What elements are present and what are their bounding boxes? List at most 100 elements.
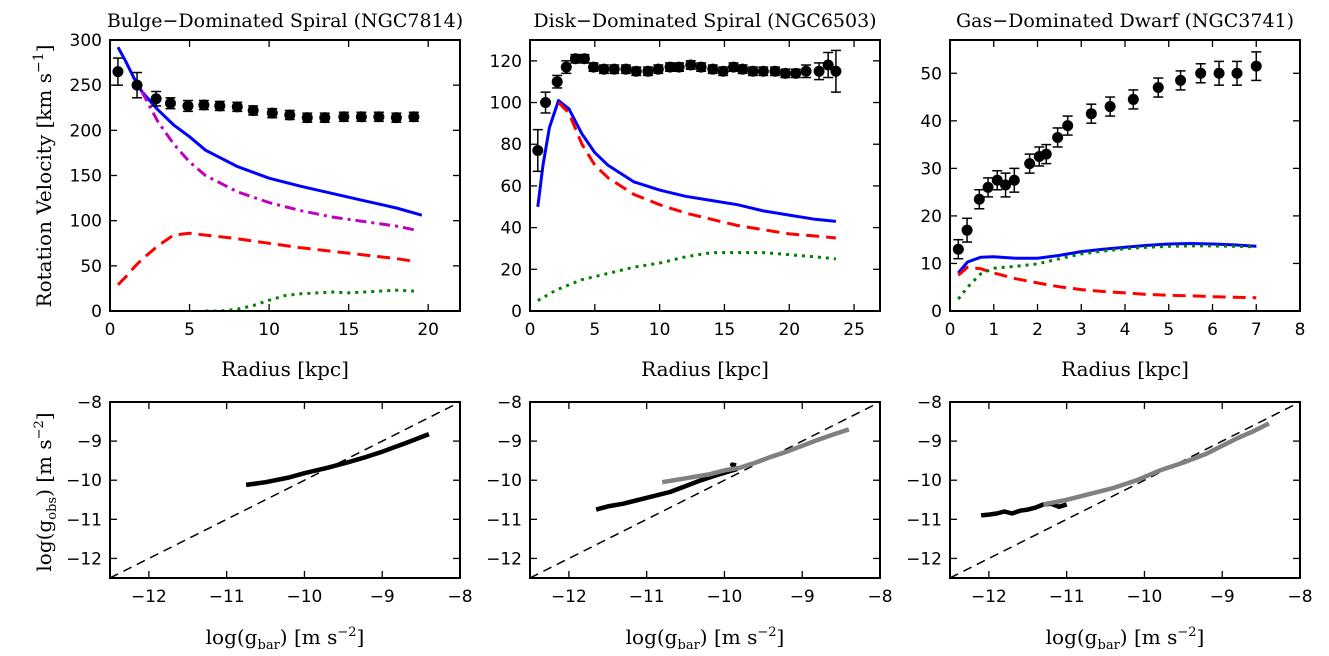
data-point xyxy=(182,99,194,113)
data-point xyxy=(1052,127,1064,148)
data-point xyxy=(373,111,385,123)
panel-6: −12 −11 −10 −9 −8 −12 −11 −10 −9 −8 log(gbar) [m s… xyxy=(906,393,1312,653)
y-tick-label: −10 xyxy=(486,471,522,491)
y-tick-label: −11 xyxy=(66,510,102,530)
data-point xyxy=(1024,153,1036,174)
y-tick-label: 50 xyxy=(920,64,942,84)
x-tick-label: −8 xyxy=(1287,587,1312,607)
y-label-top: Rotation Velocity [km s−1] xyxy=(31,45,56,308)
data-point xyxy=(598,63,610,75)
series-disk-line xyxy=(557,101,837,240)
x-tick-label: −9 xyxy=(790,587,815,607)
x-tick-label: 20 xyxy=(417,320,439,340)
x-tick-label: 0 xyxy=(945,320,956,340)
data-point xyxy=(578,53,590,65)
x-tick-label: −8 xyxy=(867,587,892,607)
data-point xyxy=(532,128,544,173)
data-point xyxy=(1008,167,1020,193)
one-to-one-line xyxy=(530,402,880,578)
data-point xyxy=(1000,172,1012,198)
panel-title: Disk−Dominated Spiral (NGC6503) xyxy=(533,10,876,32)
data-point xyxy=(757,65,769,77)
data-point xyxy=(673,61,685,73)
x-axis-label: log(gbar) [m s−2] xyxy=(206,625,365,653)
data-point xyxy=(569,53,581,65)
svg-text:Rotation Velocity [km s−1]: Rotation Velocity [km s−1] xyxy=(31,45,56,308)
data-point xyxy=(737,63,749,75)
data-point xyxy=(707,63,719,75)
data-point xyxy=(1195,63,1207,84)
plot-area xyxy=(110,402,460,578)
x-tick-label: −12 xyxy=(971,587,1007,607)
x-tick-label: −11 xyxy=(629,587,665,607)
x-tick-label: 0 xyxy=(105,320,116,340)
x-tick-label: 7 xyxy=(1251,320,1262,340)
series-inner-line xyxy=(661,427,850,485)
x-tick-label: 0 xyxy=(525,320,536,340)
data-point xyxy=(551,74,563,89)
data-point xyxy=(982,177,994,198)
y-tick-label: 0 xyxy=(91,302,102,322)
y-tick-label: 0 xyxy=(931,302,942,322)
y-tick-label: 30 xyxy=(920,159,942,179)
data-point xyxy=(747,65,759,77)
data-point xyxy=(695,61,707,73)
y-tick-label: −12 xyxy=(906,549,942,569)
x-tick-label: 3 xyxy=(1076,320,1087,340)
series-total-line xyxy=(957,242,1257,274)
y-label-bottom: log(gobs) [m s−2] xyxy=(32,412,60,571)
data-point xyxy=(608,63,620,75)
data-point xyxy=(630,65,642,77)
data-point xyxy=(164,97,176,110)
data-point xyxy=(1231,60,1243,86)
data-point xyxy=(1104,96,1116,117)
plot-area xyxy=(957,242,1257,301)
y-tick-label: 100 xyxy=(70,212,102,232)
y-tick-label: 40 xyxy=(500,219,522,239)
x-tick-label: 5 xyxy=(1163,320,1174,340)
data-point xyxy=(319,112,331,124)
series-disk-line xyxy=(116,231,415,286)
axes-frame xyxy=(529,39,881,312)
series-gas-line xyxy=(957,244,1257,301)
data-point xyxy=(560,60,572,75)
series-total-line xyxy=(116,46,423,217)
series-disk-line xyxy=(957,265,1257,300)
data-point xyxy=(1250,51,1262,82)
data-point xyxy=(779,67,791,79)
y-tick-label: 40 xyxy=(920,112,942,132)
data-point xyxy=(800,64,812,79)
data-point xyxy=(1213,60,1225,86)
y-tick-label: −11 xyxy=(906,510,942,530)
series-bulge-line xyxy=(140,90,415,232)
x-tick-label: −9 xyxy=(370,587,395,607)
series-gas-line xyxy=(205,288,414,311)
plot-area xyxy=(116,46,423,311)
panel-5: −12 −11 −10 −9 −8 −12 −11 −10 −9 −8 log(gbar) [m s… xyxy=(486,393,892,653)
data-point xyxy=(652,63,664,75)
data-point xyxy=(961,217,973,243)
data-point xyxy=(685,59,697,71)
x-tick-label: −11 xyxy=(1049,587,1085,607)
data-point xyxy=(408,111,420,123)
y-tick-label: 20 xyxy=(500,260,522,280)
x-axis-label: Radius [kpc] xyxy=(641,357,769,381)
data-point xyxy=(1062,115,1074,136)
y-tick-label: 80 xyxy=(500,135,522,155)
one-to-one-line xyxy=(110,402,460,578)
panel-3: 0 1 2 3 4 5 6 7 8 0 10 20 30 40 50 Gas−Dominated Dwarf … xyxy=(920,10,1305,381)
data-point xyxy=(231,101,243,113)
x-tick-label: 20 xyxy=(778,320,800,340)
x-tick-label: 1 xyxy=(988,320,999,340)
x-tick-label: 15 xyxy=(714,320,736,340)
y-tick-label: −10 xyxy=(66,471,102,491)
y-tick-label: −10 xyxy=(906,471,942,491)
y-tick-label: −11 xyxy=(486,510,522,530)
data-point xyxy=(301,112,313,124)
y-tick-label: 250 xyxy=(70,76,102,96)
x-tick-label: 5 xyxy=(589,320,600,340)
y-tick-label: −8 xyxy=(77,393,102,413)
y-tick-label: 20 xyxy=(920,207,942,227)
data-point xyxy=(620,63,632,75)
data-point xyxy=(131,71,143,99)
